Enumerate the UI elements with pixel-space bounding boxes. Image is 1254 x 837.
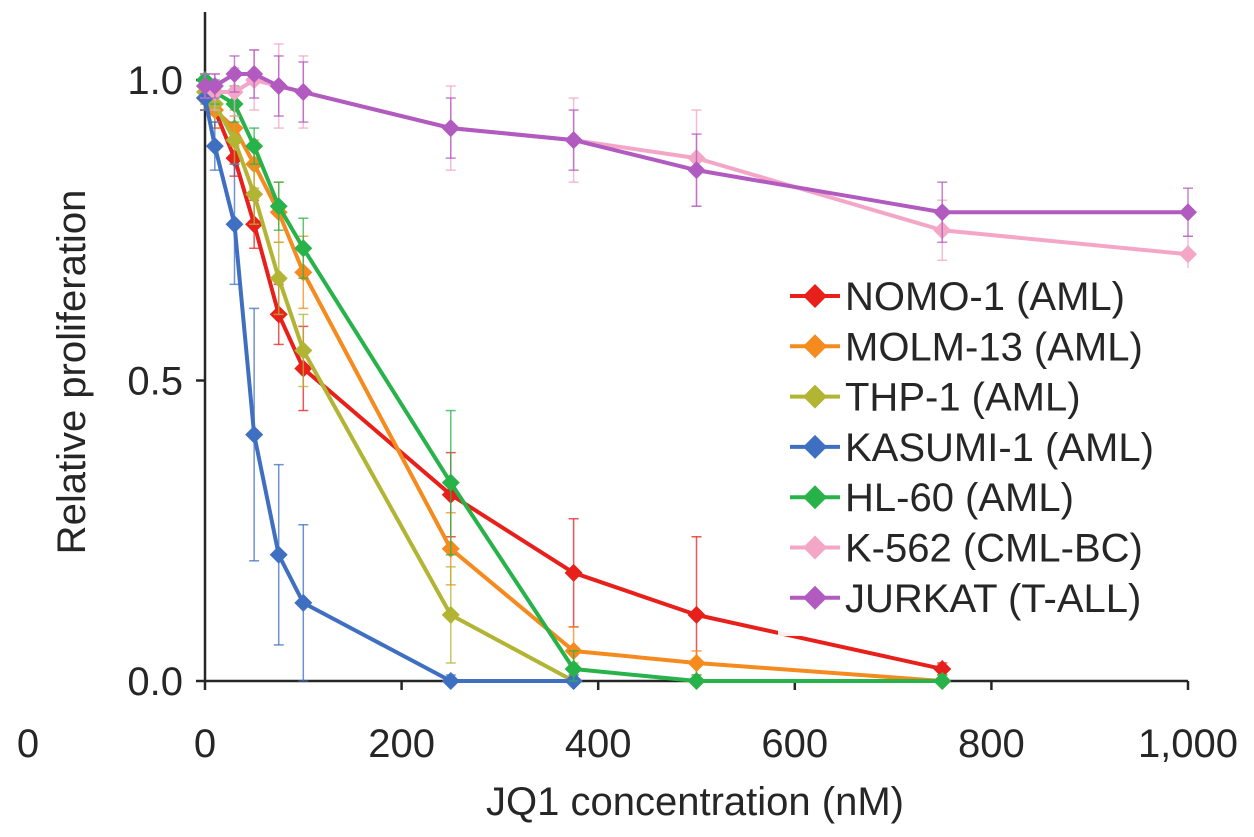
legend-marker xyxy=(803,384,827,409)
data-point xyxy=(294,83,313,102)
data-point xyxy=(564,563,583,582)
data-point xyxy=(441,473,460,492)
y-tick-label: 0.5 xyxy=(127,360,183,404)
legend-label: JURKAT (T-ALL) xyxy=(845,577,1141,621)
stray-left-tick-label: 0 xyxy=(17,722,39,766)
legend-item: JURKAT (T-ALL) xyxy=(790,577,1141,621)
data-point xyxy=(564,659,583,678)
legend-label: K-562 (CML-BC) xyxy=(845,527,1143,571)
legend-marker xyxy=(803,485,827,510)
x-tick-label: 1,000 xyxy=(1138,722,1238,766)
legend-background xyxy=(778,268,1218,636)
y-axis-ticks: 0.0 0.5 1.0 xyxy=(127,59,205,704)
x-tick-label: 600 xyxy=(761,722,828,766)
legend-marker xyxy=(803,434,827,459)
data-point xyxy=(687,672,706,690)
data-point xyxy=(933,672,952,690)
legend-label: NOMO-1 (AML) xyxy=(845,275,1125,319)
data-point xyxy=(225,64,244,83)
legend-item: THP-1 (AML) xyxy=(790,376,1081,420)
data-point xyxy=(196,77,214,96)
data-point xyxy=(269,77,288,96)
data-point xyxy=(441,672,460,690)
y-tick-label: 1.0 xyxy=(127,59,183,103)
x-tick-label: 400 xyxy=(565,722,632,766)
y-tick-label: 0.0 xyxy=(127,660,183,704)
legend-marker xyxy=(803,334,827,359)
data-point xyxy=(564,131,583,150)
legend-item: K-562 (CML-BC) xyxy=(790,527,1143,571)
data-point xyxy=(245,137,264,156)
data-point xyxy=(294,239,313,258)
legend: NOMO-1 (AML) MOLM-13 (AML) THP-1 (AML) KASU… xyxy=(778,268,1218,636)
legend-item: KASUMI-1 (AML) xyxy=(790,426,1154,470)
axes: 0 200 400 600 800 1,000 0.0 0.5 1.0 xyxy=(127,12,1238,766)
data-point xyxy=(294,341,313,360)
data-point xyxy=(687,605,706,624)
data-point xyxy=(1179,203,1197,222)
data-point xyxy=(205,137,224,156)
data-point xyxy=(687,161,706,180)
data-point xyxy=(294,593,313,612)
data-point xyxy=(205,77,224,96)
legend-label: THP-1 (AML) xyxy=(845,376,1081,420)
data-point xyxy=(245,64,264,83)
data-point xyxy=(687,653,706,672)
legend-marker xyxy=(803,284,827,308)
x-axis-title: JQ1 concentration (nM) xyxy=(486,780,904,824)
series-jurkat-t-all xyxy=(196,49,1197,244)
data-point xyxy=(269,545,288,564)
series-kasumi-1-aml xyxy=(196,85,583,690)
data-point xyxy=(269,197,288,216)
data-point xyxy=(245,185,264,204)
data-point xyxy=(933,203,952,222)
legend-item: MOLM-13 (AML) xyxy=(790,325,1143,369)
series-line xyxy=(203,78,943,683)
series-line xyxy=(203,96,943,671)
legend-item: HL-60 (AML) xyxy=(790,476,1074,520)
legend-label: KASUMI-1 (AML) xyxy=(845,426,1154,470)
series-layer xyxy=(196,43,1197,690)
series-line xyxy=(203,97,574,683)
x-tick-label: 0 xyxy=(194,722,216,766)
data-point xyxy=(441,605,460,624)
data-point xyxy=(441,119,460,138)
legend-item: NOMO-1 (AML) xyxy=(790,275,1125,319)
x-axis-ticks: 0 200 400 600 800 1,000 xyxy=(194,681,1238,766)
data-point xyxy=(933,659,952,678)
data-point xyxy=(269,269,288,288)
legend-label: HL-60 (AML) xyxy=(845,476,1074,520)
x-tick-label: 200 xyxy=(368,722,435,766)
legend-marker xyxy=(803,585,827,610)
legend-label: MOLM-13 (AML) xyxy=(845,325,1143,369)
y-axis-title: Relative proliferation xyxy=(50,190,94,555)
x-tick-label: 800 xyxy=(958,722,1025,766)
data-point xyxy=(225,131,244,150)
data-point xyxy=(245,425,264,444)
legend-marker xyxy=(803,535,827,560)
data-point xyxy=(1179,245,1197,264)
data-point xyxy=(225,215,244,234)
